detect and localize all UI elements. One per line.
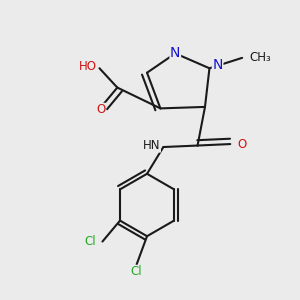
Text: HO: HO — [79, 60, 97, 73]
Text: O: O — [96, 103, 106, 116]
Text: HN: HN — [143, 139, 160, 152]
Text: N: N — [170, 46, 181, 60]
Text: N: N — [212, 58, 223, 72]
Text: CH₃: CH₃ — [250, 51, 271, 64]
Text: Cl: Cl — [131, 266, 142, 278]
Text: O: O — [238, 138, 247, 151]
Text: Cl: Cl — [85, 235, 97, 248]
